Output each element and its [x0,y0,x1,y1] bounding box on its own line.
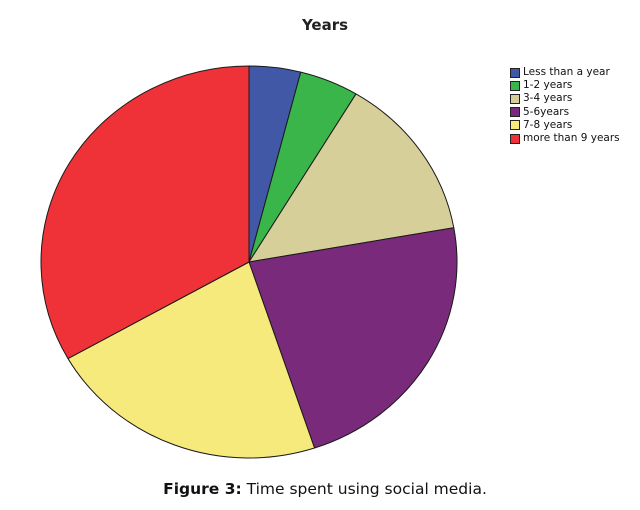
legend-swatch [510,107,520,118]
legend-label: 3-4 years [523,92,573,105]
legend-label: 7-8 years [523,118,573,131]
legend-item: 3-4 years [510,92,620,105]
chart-legend: Less than a year 1-2 years 3-4 years 5-6… [510,66,620,145]
legend-swatch [510,93,520,104]
legend-swatch [510,80,520,91]
pie-slice [40,65,250,360]
legend-item: 1-2 years [510,79,620,92]
legend-swatch [510,120,520,131]
legend-label: Less than a year [523,66,610,79]
caption-text: Time spent using social media. [246,480,487,498]
legend-label: 1-2 years [523,79,573,92]
legend-label: more than 9 years [523,132,620,145]
chart-title: Years [301,16,349,34]
legend-swatch [510,133,520,144]
pie-slice [248,93,455,263]
caption-label: Figure 3: [163,480,242,498]
legend-swatch [510,67,520,78]
pie-slice [67,261,316,459]
legend-item: more than 9 years [510,132,620,145]
legend-item: 5-6years [510,106,620,119]
legend-item: Less than a year [510,66,620,79]
legend-item: 7-8 years [510,119,620,132]
legend-label: 5-6years [523,105,570,118]
figure-caption: Figure 3: Time spent using social media. [0,480,640,498]
pie-slice [248,227,458,449]
